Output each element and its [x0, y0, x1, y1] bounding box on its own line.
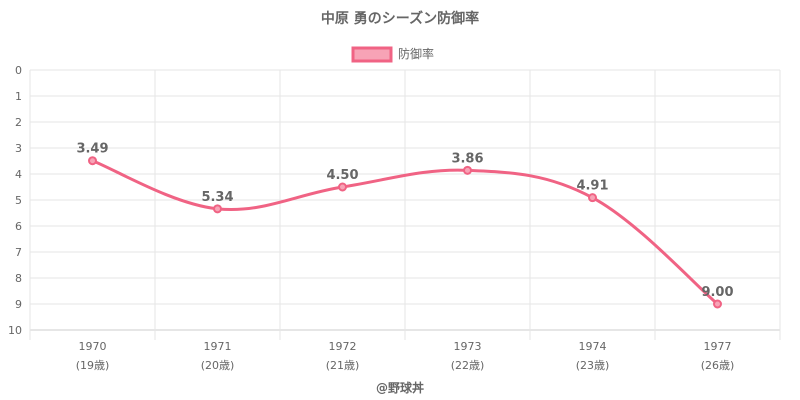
- data-point[interactable]: [713, 299, 722, 309]
- x-tick-age: (26歳): [701, 359, 735, 372]
- x-tick-year: 1970: [79, 340, 107, 353]
- data-point[interactable]: [88, 156, 97, 166]
- y-tick-label: 10: [8, 324, 22, 337]
- x-axis: 1970 (19歳) 1971 (20歳) 1972 (21歳) 1973 (22歳) 1974…: [76, 340, 735, 372]
- data-label: 5.34: [201, 190, 233, 205]
- data-point[interactable]: [338, 182, 347, 192]
- data-label: 3.86: [451, 151, 483, 166]
- x-tick-year: 1977: [704, 340, 732, 353]
- x-tick-age: (19歳): [76, 359, 110, 372]
- y-tick-label: 0: [15, 64, 22, 77]
- x-tick-age: (23歳): [576, 359, 610, 372]
- data-label: 9.00: [701, 285, 733, 300]
- y-tick-label: 8: [15, 272, 22, 285]
- y-tick-label: 6: [15, 220, 22, 233]
- y-tick-label: 4: [15, 168, 22, 181]
- legend-label: 防御率: [398, 46, 434, 61]
- data-label: 3.49: [76, 142, 108, 157]
- data-point[interactable]: [213, 204, 222, 214]
- x-tick-age: (22歳): [451, 359, 485, 372]
- x-tick-year: 1974: [579, 340, 607, 353]
- credit-text: @野球丼: [376, 380, 424, 395]
- data-label: 4.91: [576, 179, 608, 194]
- data-label: 4.50: [326, 168, 358, 183]
- y-tick-label: 1: [15, 90, 22, 103]
- y-tick-label: 9: [15, 298, 22, 311]
- y-tick-label: 3: [15, 142, 22, 155]
- y-tick-label: 5: [15, 194, 22, 207]
- y-tick-label: 7: [15, 246, 22, 259]
- data-point[interactable]: [463, 165, 472, 175]
- x-tick-year: 1971: [204, 340, 232, 353]
- legend-swatch: [351, 46, 393, 63]
- x-tick-year: 1973: [454, 340, 482, 353]
- y-tick-label: 2: [15, 116, 22, 129]
- series-line: [91, 159, 719, 306]
- x-tick-age: (20歳): [201, 359, 235, 372]
- x-tick-year: 1972: [329, 340, 357, 353]
- legend[interactable]: 防御率: [351, 46, 434, 63]
- data-points: [88, 156, 722, 309]
- chart-title: 中原 勇のシーズン防御率: [321, 10, 479, 27]
- data-point[interactable]: [588, 193, 597, 203]
- y-axis: 0 1 2 3 4 5 6 7 8 9 10: [8, 64, 22, 337]
- grid: [29, 69, 781, 340]
- x-tick-age: (21歳): [326, 359, 360, 372]
- data-labels: 3.49 5.34 4.50 3.86 4.91 9.00: [76, 142, 733, 300]
